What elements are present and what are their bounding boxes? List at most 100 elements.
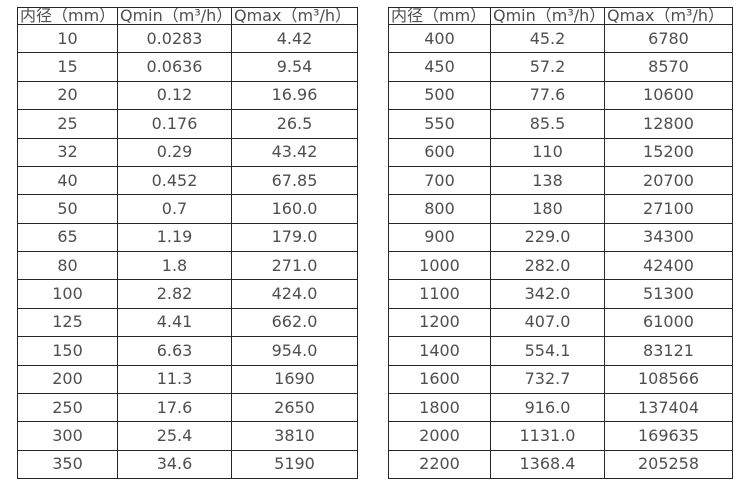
- table-cell: 0.176: [117, 109, 232, 139]
- table-cell: 51300: [604, 279, 733, 309]
- table-cell: 4.42: [231, 23, 358, 54]
- table-cell: 662.0: [231, 307, 358, 338]
- table-cell: 100: [17, 279, 118, 309]
- table-cell: 32: [17, 137, 118, 167]
- table-cell: 34300: [604, 222, 733, 253]
- table-row: 2000 1131.0 169635: [388, 421, 733, 451]
- table-cell: 554.1: [490, 336, 605, 366]
- table-cell: 205258: [604, 449, 733, 480]
- table-cell: 282.0: [490, 250, 605, 281]
- table-row: 32 0.29 43.42: [17, 137, 358, 167]
- table-cell: 2.82: [117, 279, 232, 309]
- table-cell: 6.63: [117, 336, 232, 366]
- table-cell: 80: [17, 250, 118, 281]
- table-cell: 180: [490, 194, 605, 224]
- table-cell: 83121: [604, 336, 733, 366]
- table-cell: 85.5: [490, 109, 605, 139]
- table-cell: 16.96: [231, 80, 358, 111]
- table-cell: 700: [388, 165, 491, 196]
- flow-table-small-diameters: 内径（mm） Qmin（m³/h） Qmax（m³/h） 10 0.0283 4.42 1…: [17, 7, 358, 480]
- table-cell: 26.5: [231, 109, 358, 139]
- table-cell: 271.0: [231, 250, 358, 281]
- table-row: 900 229.0 34300: [388, 222, 733, 253]
- table-cell: 169635: [604, 421, 733, 451]
- table-row: 1800 916.0 137404: [388, 392, 733, 423]
- table-cell: 57.2: [490, 52, 605, 82]
- table-cell: 8570: [604, 52, 733, 82]
- flow-table-large-diameters: 内径（mm） Qmin（m³/h） Qmax（m³/h） 400 45.2 6780 45…: [388, 7, 733, 480]
- table-row: 450 57.2 8570: [388, 52, 733, 82]
- table-cell: 500: [388, 80, 491, 111]
- table-row: 350 34.6 5190: [17, 449, 358, 480]
- table-row: 600 110 15200: [388, 137, 733, 167]
- table-header: 内径（mm） Qmin（m³/h） Qmax（m³/h）: [17, 7, 358, 25]
- table-cell: 0.29: [117, 137, 232, 167]
- table-cell: 15: [17, 52, 118, 82]
- table-cell: 0.12: [117, 80, 232, 111]
- table-row: 10 0.0283 4.42: [17, 23, 358, 54]
- table-cell: 1400: [388, 336, 491, 366]
- table-row: 15 0.0636 9.54: [17, 52, 358, 82]
- table-row: 1200 407.0 61000: [388, 307, 733, 338]
- table-cell: 137404: [604, 392, 733, 423]
- table-cell: 0.0283: [117, 23, 232, 54]
- table-cell: 11.3: [117, 364, 232, 394]
- table-cell: 10600: [604, 80, 733, 111]
- table-cell: 110: [490, 137, 605, 167]
- table-cell: 0.452: [117, 165, 232, 196]
- table-cell: 1690: [231, 364, 358, 394]
- column-header: 内径（mm）: [17, 7, 118, 25]
- table-cell: 4.41: [117, 307, 232, 338]
- table-cell: 45.2: [490, 23, 605, 54]
- table-cell: 300: [17, 421, 118, 451]
- table-cell: 200: [17, 364, 118, 394]
- table-cell: 350: [17, 449, 118, 480]
- table-row: 100 2.82 424.0: [17, 279, 358, 309]
- table-cell: 65: [17, 222, 118, 253]
- table-cell: 342.0: [490, 279, 605, 309]
- table-row: 1600 732.7 108566: [388, 364, 733, 394]
- table-row: 550 85.5 12800: [388, 109, 733, 139]
- table-cell: 2000: [388, 421, 491, 451]
- table-row: 800 180 27100: [388, 194, 733, 224]
- table-row: 80 1.8 271.0: [17, 250, 358, 281]
- table-cell: 1800: [388, 392, 491, 423]
- table-cell: 61000: [604, 307, 733, 338]
- table-row: 1100 342.0 51300: [388, 279, 733, 309]
- table-row: 40 0.452 67.85: [17, 165, 358, 196]
- table-row: 500 77.6 10600: [388, 80, 733, 111]
- table-cell: 1.19: [117, 222, 232, 253]
- column-header: Qmin（m³/h）: [117, 7, 232, 25]
- table-cell: 150: [17, 336, 118, 366]
- column-header: Qmax（m³/h）: [231, 7, 358, 25]
- table-cell: 0.7: [117, 194, 232, 224]
- table-cell: 42400: [604, 250, 733, 281]
- table-cell: 229.0: [490, 222, 605, 253]
- table-cell: 400: [388, 23, 491, 54]
- table-cell: 138: [490, 165, 605, 196]
- table-cell: 12800: [604, 109, 733, 139]
- table-cell: 1200: [388, 307, 491, 338]
- table-cell: 25: [17, 109, 118, 139]
- table-row: 1000 282.0 42400: [388, 250, 733, 281]
- table-cell: 600: [388, 137, 491, 167]
- table-cell: 2200: [388, 449, 491, 480]
- column-header: 内径（mm）: [388, 7, 491, 25]
- table-cell: 25.4: [117, 421, 232, 451]
- table-cell: 179.0: [231, 222, 358, 253]
- table-cell: 250: [17, 392, 118, 423]
- table-cell: 108566: [604, 364, 733, 394]
- table-cell: 1368.4: [490, 449, 605, 480]
- table-cell: 40: [17, 165, 118, 196]
- table-cell: 1131.0: [490, 421, 605, 451]
- table-row: 65 1.19 179.0: [17, 222, 358, 253]
- table-row: 25 0.176 26.5: [17, 109, 358, 139]
- table-cell: 125: [17, 307, 118, 338]
- table-cell: 43.42: [231, 137, 358, 167]
- table-cell: 15200: [604, 137, 733, 167]
- table-cell: 424.0: [231, 279, 358, 309]
- table-cell: 407.0: [490, 307, 605, 338]
- table-cell: 27100: [604, 194, 733, 224]
- table-cell: 1000: [388, 250, 491, 281]
- table-cell: 1600: [388, 364, 491, 394]
